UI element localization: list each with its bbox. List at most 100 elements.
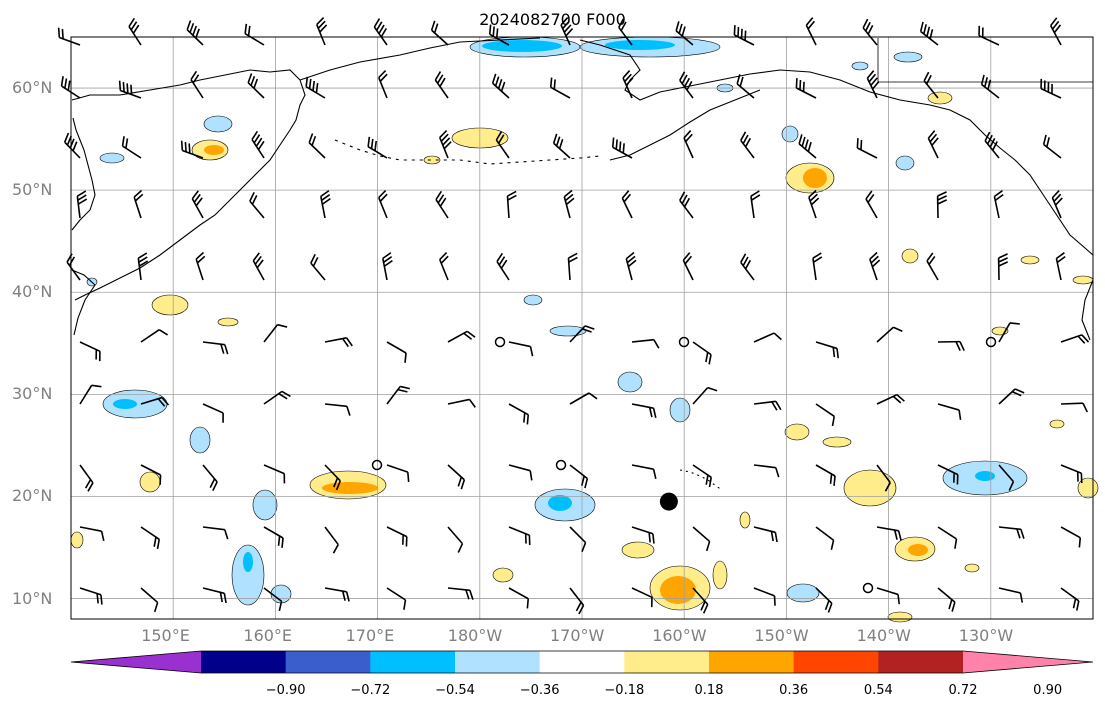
colorbar-segment [793,651,879,673]
colorbar-segment [285,651,371,673]
wind-barb [937,464,959,485]
wind-barb [998,322,1020,343]
wind-barb [1042,134,1062,159]
wind-barb [675,21,694,46]
wind-barb [140,526,161,550]
wind-barb [569,464,589,489]
wind-barb [937,587,956,612]
wind-barb [569,587,585,615]
wind-barb [927,130,939,159]
wind-barb [430,20,449,46]
coast-chukotka [299,37,541,81]
wind-barb [815,464,836,486]
colorbar-segment [878,651,964,673]
wind-barb [251,130,265,159]
shade-positive [70,531,84,549]
colorbar-segment [370,651,456,673]
shade-positive [843,469,897,507]
wind-barb [549,77,571,99]
lon-label: 180°W [447,626,503,645]
shade-negative-core [243,552,253,572]
colorbar-segment [624,651,710,673]
shade-positive [964,563,980,573]
calm-circle [985,336,997,348]
wind-barb [121,136,142,159]
wind-barb [140,587,159,613]
wind-barb [869,251,881,281]
wind-barb [508,526,531,546]
shade-negative [669,397,691,423]
shade-negative-core [113,399,137,409]
wind-barb [1060,464,1083,484]
wind-barb [202,341,229,355]
shade-positive [712,560,728,590]
wind-barb [202,526,229,540]
wind-barb [815,341,840,359]
colorbar [70,650,1094,674]
shade-positive [1020,255,1040,265]
colorbar-tick-label: 0.72 [948,683,978,698]
wind-barb [740,253,755,281]
wind-barb [79,526,105,541]
wind-barb [378,189,388,219]
wind-barb [815,526,835,551]
colorbar-tick-label: −0.72 [350,683,391,698]
wind-barb [79,384,102,405]
wind-barb [808,189,820,219]
wind-barb [252,252,265,281]
wind-barb [862,18,878,46]
wind-barb [798,134,817,159]
colorbar-tick-label: 0.54 [863,683,893,698]
wind-barb [140,329,169,343]
wind-barb [133,189,144,219]
wind-barb [508,587,530,609]
shade-positive-core [803,168,827,188]
wind-barb [263,390,291,405]
shade-negative [617,371,643,393]
shade-positive-core [322,482,378,494]
shade-negative [893,51,923,63]
coast-nw-america [1081,279,1094,341]
wind-barb [753,332,782,343]
wind-barb [631,338,660,349]
wind-barb [805,17,817,46]
wind-barb [320,190,331,219]
colorbar-tick-label: −0.54 [435,683,475,698]
wind-barb [936,191,948,219]
colorbar-tick-label: 0.90 [1033,683,1063,698]
shade-positive-core [660,576,696,604]
wind-barb [382,252,393,281]
wind-barb [998,464,1015,491]
coast-alaska-peninsula [609,89,761,161]
wind-barb [753,526,778,543]
calm-circle [555,459,567,471]
shade-positive-core [204,145,224,155]
shade-positive [927,91,953,105]
shade-negative [895,155,915,171]
coast-hawaii [679,469,723,491]
shade-positive [1072,275,1094,285]
wind-barb [263,587,283,612]
wind-barb [812,252,823,281]
colorbar-extend-high [963,651,1093,673]
wind-barb [692,526,711,552]
shade-negative-core [605,40,675,50]
wind-barb [506,190,517,219]
colorbar-tick-label: −0.36 [519,683,560,698]
wind-barb [753,464,780,478]
wind-barb [324,464,342,491]
wind-barb [997,253,1009,281]
wind-barb [625,251,637,281]
wind-barb [876,587,901,605]
wind-barb [815,403,836,427]
lat-label: 60°N [12,78,53,98]
wind-barb [434,71,449,99]
wind-barb [79,587,103,605]
wind-barb [1060,334,1090,344]
wind-barb [447,587,474,600]
wind-barb [753,400,782,411]
wind-barb [978,25,1000,46]
wind-barb [76,190,88,219]
wind-barb [1051,190,1063,219]
